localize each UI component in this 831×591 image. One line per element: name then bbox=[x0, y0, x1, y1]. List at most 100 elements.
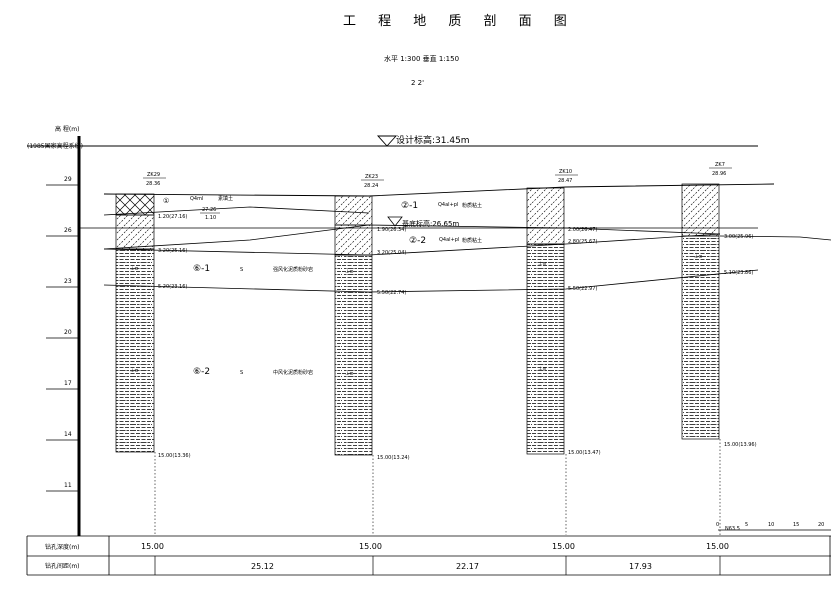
borehole-id: ZK23 bbox=[365, 174, 378, 180]
base-elevation-label: 基底标高:26.65m bbox=[402, 219, 459, 228]
borehole-id: ZK10 bbox=[559, 169, 572, 175]
layer-age: S bbox=[240, 267, 243, 273]
n-scale-tick: 15 bbox=[793, 522, 799, 528]
borehole-elevation: 28.96 bbox=[712, 171, 726, 177]
depth-mark: 2.80(25.67) bbox=[568, 239, 597, 245]
layer-age: Q4ml bbox=[190, 196, 203, 202]
tick-label: 26 bbox=[64, 227, 72, 234]
layer-age: Q4al+pl bbox=[438, 202, 458, 208]
n-scale-label: N63.5 bbox=[725, 526, 740, 532]
layer-code: ① bbox=[163, 197, 169, 205]
clay-column bbox=[334, 224, 373, 256]
tick-label: 29 bbox=[64, 176, 72, 183]
final-depth: 15.00(13.24) bbox=[377, 455, 410, 461]
fill-soil-column bbox=[681, 183, 720, 237]
spacing-row-label: 钻孔间距(m) bbox=[45, 562, 80, 570]
depth-value: 15.00 bbox=[141, 542, 164, 551]
layer-fraction-den: 1.10 bbox=[205, 215, 216, 221]
layer-age: Q4al+pl bbox=[439, 237, 459, 243]
elevation-ticks: 29 26 23 20 17 14 11 bbox=[46, 176, 79, 492]
spacing-value: 22.17 bbox=[456, 562, 479, 571]
borehole-zk23: ZK23 28.24 1.90(26.34) 3.20(25.04) 5.50(… bbox=[334, 174, 410, 535]
elevation-axis-label: 高 程(m) bbox=[55, 125, 79, 133]
borehole-zk10: ZK10 28.47 2.00(26.47) 2.80(25.67) 5.50(… bbox=[526, 169, 601, 535]
extension-line bbox=[719, 235, 801, 238]
n-scale-tick: 10 bbox=[768, 522, 774, 528]
tick-label: 20 bbox=[64, 329, 72, 336]
section-id: 2 2' bbox=[411, 79, 424, 87]
tick-label: 14 bbox=[64, 431, 72, 438]
depth-mark: 1.90(26.34) bbox=[377, 227, 406, 233]
tick-label: 17 bbox=[64, 380, 72, 387]
layer-code: ②-2 bbox=[409, 236, 426, 246]
layer-name: 强风化泥质粉砂岩 bbox=[273, 266, 313, 273]
depth-mark: 3.00(25.96) bbox=[724, 234, 753, 240]
depth-value: 15.00 bbox=[359, 542, 382, 551]
layer-code: ⑥-1 bbox=[193, 264, 210, 274]
spt-symbol: ⊥≡ bbox=[694, 254, 703, 260]
final-depth: 15.00(13.47) bbox=[568, 450, 601, 456]
spacing-value: 25.12 bbox=[251, 562, 274, 571]
fill-soil-column bbox=[334, 195, 373, 226]
design-elevation-label: 设计标高:31.45m bbox=[396, 134, 470, 146]
layer-label-clay-1: ②-1 Q4al+pl 粉质粘土 bbox=[401, 201, 482, 211]
spt-symbol: ⊥≡ bbox=[538, 366, 547, 372]
final-depth: 15.00(13.96) bbox=[724, 442, 757, 448]
layer-age: S bbox=[240, 370, 243, 376]
rock-column bbox=[115, 248, 155, 453]
depth-mark: 2.00(26.47) bbox=[568, 227, 597, 233]
clay-column bbox=[526, 227, 565, 245]
rock-column bbox=[526, 243, 565, 455]
rock-column bbox=[681, 235, 720, 440]
spacing-value: 17.93 bbox=[629, 562, 652, 571]
borehole-elevation: 28.47 bbox=[558, 178, 572, 184]
borehole-elevation: 28.36 bbox=[146, 181, 160, 187]
spt-symbol: ⊥≡ bbox=[345, 371, 354, 377]
layer-fraction-num: 27.26 bbox=[202, 207, 216, 213]
layer-label-clay-2: ②-2 Q4al+pl 粉质粘土 bbox=[409, 236, 482, 246]
design-elevation-triangle-icon bbox=[376, 135, 398, 147]
layer-label-rock-1: ⑥-1 S 强风化泥质粉砂岩 bbox=[193, 264, 313, 274]
depth-mark: 1.20(27.16) bbox=[158, 214, 187, 220]
tick-label: 23 bbox=[64, 278, 72, 285]
tick-label: 11 bbox=[64, 482, 72, 489]
depth-mark: 5.20(23.16) bbox=[158, 284, 187, 290]
borehole-elevation: 28.24 bbox=[364, 183, 378, 189]
layer-boundary-rock bbox=[103, 269, 759, 293]
base-elevation-triangle-icon bbox=[387, 216, 403, 227]
layer-name: 粉质粘土 bbox=[462, 237, 482, 244]
layer-code: ②-1 bbox=[401, 201, 418, 211]
spt-symbol: ⊥≡ bbox=[130, 368, 139, 374]
depth-mark: 3.20(25.16) bbox=[158, 248, 187, 254]
clay-column bbox=[115, 214, 155, 250]
layer-boundary-2-2 bbox=[103, 233, 721, 256]
depth-mark: 3.20(25.04) bbox=[377, 250, 406, 256]
layer-name: 粉质粘土 bbox=[462, 202, 482, 209]
depth-mark: 5.50(22.74) bbox=[377, 290, 406, 296]
fill-soil-column bbox=[115, 193, 155, 216]
depth-mark: 5.50(22.97) bbox=[568, 286, 597, 292]
depth-row-label: 钻孔深度(m) bbox=[45, 543, 80, 551]
borehole-data-table: 钻孔深度(m) 钻孔间距(m) 15.00 15.00 15.00 15.00 … bbox=[26, 535, 831, 576]
depth-value: 15.00 bbox=[552, 542, 575, 551]
n-scale-tick: 20 bbox=[818, 522, 824, 528]
spt-symbol: ⊥≡ bbox=[130, 266, 139, 272]
layer-name: 中风化泥质粉砂岩 bbox=[273, 369, 313, 376]
borehole-id: ZK29 bbox=[147, 172, 160, 178]
layer-label-rock-2: ⑥-2 S 中风化泥质粉砂岩 bbox=[193, 367, 313, 377]
depth-value: 15.00 bbox=[706, 542, 729, 551]
extension-line bbox=[799, 236, 831, 241]
layer-label-fill: ① Q4ml 素填土 27.26 1.10 bbox=[163, 195, 233, 221]
layer-name: 素填土 bbox=[218, 195, 233, 202]
fill-soil-column bbox=[526, 187, 565, 229]
drawing-title: 工 程 地 质 剖 面 图 bbox=[343, 14, 576, 29]
scale-label: 水平 1:300 垂直 1:150 bbox=[384, 54, 459, 63]
rock-column bbox=[334, 254, 373, 456]
borehole-id: ZK7 bbox=[715, 162, 725, 168]
n-scale-tick: 0 bbox=[716, 522, 719, 528]
spt-symbol: ⊥≡ bbox=[345, 269, 354, 275]
n-scale-tick: 5 bbox=[745, 522, 748, 528]
spt-symbol: ⊥≡ bbox=[538, 261, 547, 267]
layer-code: ⑥-2 bbox=[193, 367, 210, 377]
